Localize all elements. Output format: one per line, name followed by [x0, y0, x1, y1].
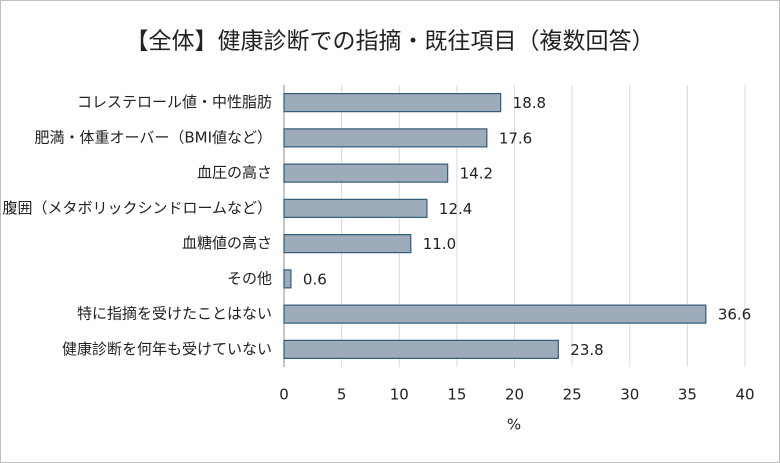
value-label: 14.2 [460, 165, 493, 183]
x-tick-label: 40 [735, 386, 754, 404]
x-tick-label: 5 [337, 386, 347, 404]
bar [283, 93, 502, 113]
bar [283, 128, 488, 148]
x-axis-label: % [507, 416, 521, 434]
x-tick-label: 15 [447, 386, 466, 404]
bar [283, 198, 428, 218]
y-tick-label: 血糖値の高さ [182, 234, 272, 252]
y-tick-label: 血圧の高さ [197, 164, 272, 182]
y-tick-label: 健康診断を何年も受けていない [62, 340, 272, 358]
value-label: 23.8 [570, 341, 603, 359]
value-label: 12.4 [439, 200, 472, 218]
y-tick-label: 肥満・体重オーバー（BMI値など） [34, 128, 272, 146]
value-label: 18.8 [513, 94, 546, 112]
value-label: 0.6 [303, 270, 327, 288]
x-tick-label: 10 [390, 386, 409, 404]
value-label: 11.0 [423, 235, 456, 253]
bar [283, 163, 449, 183]
y-tick-label: コレステロール値・中性脂肪 [77, 93, 272, 111]
chart-title: 【全体】健康診断での指摘・既往項目（複数回答） [126, 29, 655, 55]
bar [283, 304, 707, 324]
x-tick-label: 0 [279, 386, 289, 404]
bar [283, 234, 412, 254]
x-tick-label: 35 [678, 386, 697, 404]
y-tick-label: 腹囲（メタボリックシンドロームなど） [2, 199, 272, 217]
bar [283, 339, 559, 359]
x-tick-label: 20 [505, 386, 524, 404]
value-label: 36.6 [718, 306, 751, 324]
y-tick-label: 特に指摘を受けたことはない [77, 305, 272, 323]
x-tick-label: 25 [563, 386, 582, 404]
bar [283, 269, 292, 289]
y-tick-label: その他 [227, 269, 272, 287]
value-label: 17.6 [499, 129, 532, 147]
x-tick-label: 30 [620, 386, 639, 404]
